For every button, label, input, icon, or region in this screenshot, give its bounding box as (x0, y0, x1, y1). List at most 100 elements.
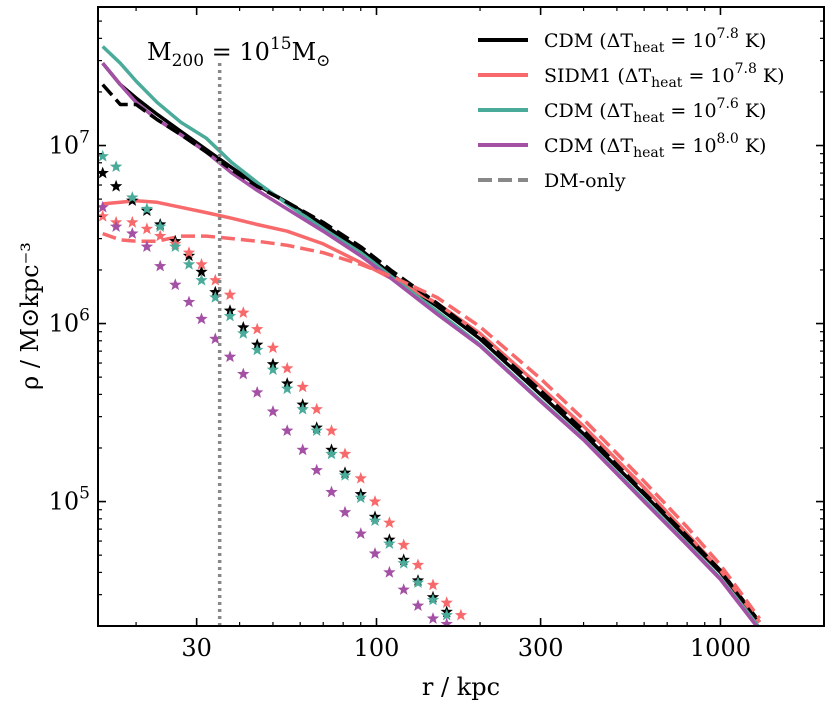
star-marker-cdm-10-8-0-stars (281, 424, 294, 436)
star-marker-cdm-10-8-0-stars (195, 312, 208, 325)
star-marker-cdm-10-8-0-stars (140, 240, 154, 252)
y-tick-label: 106 (49, 306, 90, 338)
star-marker-cdm-10-7-6-stars (109, 160, 123, 172)
star-marker-cdm-10-8-0-stars (237, 367, 250, 380)
star-marker-cdm-10-7-8-stars (195, 265, 208, 278)
star-marker-cdm-10-8-0-stars (251, 386, 264, 398)
y-axis-title: ρ / M⊙kpc⁻³ (16, 242, 44, 390)
star-marker-cdm-10-8-0-stars (154, 259, 167, 272)
x-tick-label: 300 (518, 634, 564, 662)
star-marker-cdm-10-7-6-stars (182, 257, 196, 270)
y-tick-label: 107 (49, 128, 90, 160)
star-marker-cdm-10-7-6-stars (426, 593, 440, 606)
star-marker-sidm1-10-7-8-stars (251, 322, 264, 335)
star-marker-sidm1-10-7-8-stars (281, 361, 294, 374)
star-marker-cdm-10-8-0-stars (354, 527, 367, 539)
star-marker-cdm-10-8-0-stars (169, 278, 182, 291)
star-marker-sidm1-10-7-8-stars (140, 222, 154, 235)
star-marker-cdm-10-8-0-stars (426, 612, 440, 624)
legend-label-0: CDM (ΔTheat = 107.8 K) (544, 26, 766, 56)
star-marker-cdm-10-8-0-stars (383, 565, 396, 578)
star-marker-cdm-10-7-6-stars (266, 363, 280, 375)
legend-label-2: CDM (ΔTheat = 107.6 K) (544, 96, 766, 126)
star-marker-cdm-10-7-6-stars (383, 537, 396, 549)
star-marker-sidm1-10-7-8-stars (383, 516, 396, 528)
series-layer (101, 45, 762, 626)
star-marker-cdm-10-7-6-stars (237, 326, 250, 339)
star-marker-cdm-10-8-0-stars (209, 332, 222, 345)
star-marker-cdm-10-8-0-stars (182, 295, 196, 308)
series-line-cdm-10-7-6-total (101, 45, 761, 626)
star-marker-cdm-10-8-0-stars (266, 405, 280, 417)
star-marker-cdm-10-8-0-stars (440, 617, 453, 626)
legend-label-3: CDM (ΔTheat = 108.0 K) (544, 131, 766, 161)
star-marker-cdm-10-7-6-stars (126, 191, 139, 203)
star-marker-sidm1-10-7-8-stars (325, 424, 338, 436)
star-marker-cdm-10-8-0-stars (223, 350, 237, 363)
star-marker-cdm-10-7-6-stars (223, 309, 237, 322)
star-marker-cdm-10-7-6-stars (154, 220, 167, 232)
star-marker-cdm-10-7-6-stars (368, 514, 382, 526)
star-marker-cdm-10-7-6-stars (354, 491, 367, 504)
star-marker-sidm1-10-7-8-stars (209, 273, 222, 286)
star-marker-cdm-10-8-0-stars (325, 485, 338, 498)
star-marker-cdm-10-7-6-stars (98, 149, 109, 162)
legend-label-1: SIDM1 (ΔTheat = 107.8 K) (544, 61, 785, 91)
m200-annotation: M200 = 1015M⊙ (147, 34, 330, 71)
star-marker-cdm-10-7-8-stars (98, 166, 109, 179)
star-marker-cdm-10-7-6-stars (397, 556, 410, 569)
y-tick-label: 105 (49, 484, 90, 516)
star-marker-cdm-10-7-6-stars (169, 240, 182, 252)
series-line-sidm1-10-7-8-total (102, 198, 761, 624)
star-marker-cdm-10-7-6-stars (209, 291, 222, 303)
star-marker-cdm-10-8-0-stars (397, 583, 410, 595)
star-marker-sidm1-10-7-8-stars (310, 402, 323, 415)
star-marker-sidm1-10-7-8-stars (354, 471, 367, 484)
ticks-layer: 30 100 300 1000 105 106 107 (49, 6, 825, 662)
x-tick-label: 30 (181, 634, 212, 662)
star-marker-cdm-10-8-0-stars (109, 220, 123, 232)
star-marker-sidm1-10-7-8-stars (440, 596, 453, 609)
legend: CDM (ΔTheat = 107.8 K) SIDM1 (ΔTheat = 10… (478, 26, 785, 192)
x-tick-label: 100 (354, 634, 400, 662)
star-marker-sidm1-10-7-8-stars (223, 288, 237, 301)
star-marker-cdm-10-8-0-stars (338, 505, 352, 518)
star-marker-cdm-10-8-0-stars (296, 443, 309, 456)
star-marker-sidm1-10-7-8-stars (397, 538, 410, 551)
star-marker-cdm-10-7-6-stars (411, 576, 425, 588)
star-marker-sidm1-10-7-8-stars (426, 578, 440, 591)
star-marker-sidm1-10-7-8-stars (98, 209, 109, 222)
x-axis-title: r / kpc (422, 673, 500, 701)
star-marker-sidm1-10-7-8-stars (411, 558, 425, 571)
star-marker-cdm-10-7-6-stars (310, 424, 323, 436)
star-marker-cdm-10-7-8-stars (109, 179, 123, 192)
star-marker-cdm-10-8-0-stars (411, 599, 425, 611)
star-marker-cdm-10-7-6-stars (281, 382, 294, 395)
star-marker-cdm-10-7-6-stars (140, 202, 154, 215)
legend-label-4: DM-only (544, 170, 626, 192)
star-marker-cdm-10-7-6-stars (440, 608, 453, 621)
star-marker-cdm-10-7-6-stars (251, 343, 264, 356)
star-marker-cdm-10-8-0-stars (368, 547, 382, 559)
star-marker-sidm1-10-7-8-stars (237, 306, 250, 318)
star-marker-sidm1-10-7-8-stars (195, 257, 208, 270)
star-marker-sidm1-10-7-8-stars (454, 608, 468, 621)
series-line-cdm-dm-only (101, 83, 761, 624)
star-marker-cdm-10-7-6-stars (296, 402, 309, 415)
star-marker-cdm-10-7-6-stars (195, 273, 208, 286)
star-marker-cdm-10-7-6-stars (325, 447, 338, 460)
star-marker-cdm-10-7-6-stars (338, 469, 352, 481)
star-marker-sidm1-10-7-8-stars (368, 495, 382, 507)
star-marker-sidm1-10-7-8-stars (296, 380, 309, 393)
star-marker-cdm-10-8-0-stars (310, 463, 323, 476)
star-marker-sidm1-10-7-8-stars (338, 447, 352, 460)
plot-frame (97, 6, 825, 627)
star-marker-sidm1-10-7-8-stars (126, 215, 139, 228)
star-marker-cdm-10-8-0-stars (98, 200, 109, 213)
stars-layer (98, 149, 468, 626)
series-line-sidm1-dm-only (102, 231, 762, 620)
star-marker-sidm1-10-7-8-stars (154, 229, 167, 242)
star-marker-sidm1-10-7-8-stars (182, 246, 196, 258)
x-tick-label: 1000 (690, 634, 751, 662)
